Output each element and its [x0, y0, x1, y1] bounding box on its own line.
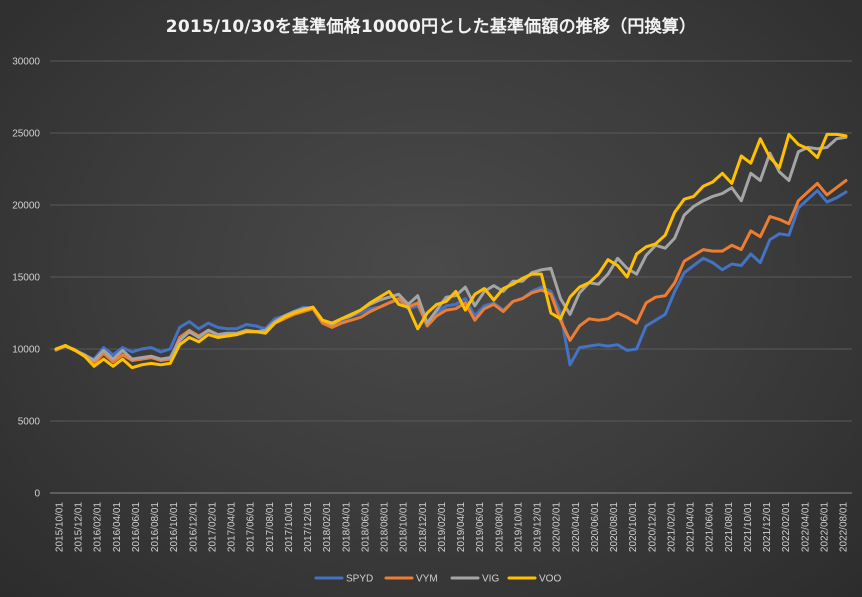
x-tick-label: 2018/10/01 — [399, 502, 410, 552]
y-tick-label: 25000 — [12, 129, 40, 140]
x-tick-label: 2016/04/01 — [112, 502, 123, 552]
x-tick-label: 2020/10/01 — [628, 502, 639, 552]
x-tick-label: 2022/08/01 — [839, 502, 850, 552]
x-tick-label: 2021/10/01 — [743, 502, 754, 552]
x-tick-label: 2021/08/01 — [724, 502, 735, 552]
x-tick-label: 2017/08/01 — [265, 502, 276, 552]
x-tick-label: 2022/02/01 — [781, 502, 792, 552]
legend-label: VIG — [482, 574, 499, 585]
x-tick-label: 2019/02/01 — [437, 502, 448, 552]
y-tick-label: 15000 — [12, 273, 40, 284]
y-tick-label: 30000 — [12, 57, 40, 68]
x-tick-label: 2017/06/01 — [246, 502, 257, 552]
legend[interactable]: SPYD VYM VIG VOO — [314, 574, 561, 585]
legend-item-spyd[interactable]: SPYD — [314, 574, 373, 585]
legend-label: VOO — [539, 574, 561, 585]
legend-item-vig[interactable]: VIG — [450, 574, 499, 585]
gridlines — [50, 60, 852, 494]
legend-label: SPYD — [346, 574, 373, 585]
x-tick-label: 2021/06/01 — [705, 502, 716, 552]
x-tick-label: 2021/02/01 — [666, 502, 677, 552]
y-tick-label: 20000 — [12, 201, 40, 212]
x-tick-label: 2019/06/01 — [475, 502, 486, 552]
x-tick-label: 2020/06/01 — [590, 502, 601, 552]
x-tick-label: 2017/04/01 — [227, 502, 238, 552]
x-tick-label: 2016/10/01 — [169, 502, 180, 552]
x-tick-label: 2015/10/01 — [55, 502, 66, 552]
x-tick-label: 2020/12/01 — [647, 502, 658, 552]
x-tick-label: 2016/12/01 — [188, 502, 199, 552]
y-tick-label: 10000 — [12, 345, 40, 356]
y-tick-label: 0 — [34, 489, 40, 500]
x-tick-label: 2021/12/01 — [762, 502, 773, 552]
x-tick-label: 2020/04/01 — [571, 502, 582, 552]
x-tick-label: 2017/12/01 — [303, 502, 314, 552]
chart-title: 2015/10/30を基準価格10000円とした基準価額の推移（円換算） — [165, 17, 697, 37]
x-tick-label: 2018/06/01 — [360, 502, 371, 552]
x-tick-label: 2017/10/01 — [284, 502, 295, 552]
x-tick-label: 2016/02/01 — [93, 502, 104, 552]
x-tick-label: 2018/12/01 — [418, 502, 429, 552]
x-tick-label: 2016/08/01 — [150, 502, 161, 552]
x-tick-label: 2019/10/01 — [513, 502, 524, 552]
series-line-spyd — [54, 189, 848, 367]
x-tick-label: 2022/04/01 — [800, 502, 811, 552]
x-tick-label: 2018/04/01 — [341, 502, 352, 552]
y-axis: 0 5000 10000 15000 20000 25000 30000 — [12, 57, 40, 500]
legend-label: VYM — [416, 574, 438, 585]
legend-item-vym[interactable]: VYM — [384, 574, 438, 585]
x-tick-label: 2020/02/01 — [552, 502, 563, 552]
legend-item-voo[interactable]: VOO — [507, 574, 561, 585]
x-tick-label: 2019/12/01 — [533, 502, 544, 552]
series-line-voo — [54, 132, 848, 370]
x-tick-label: 2016/06/01 — [131, 502, 142, 552]
x-tick-label: 2018/08/01 — [380, 502, 391, 552]
series-lines — [54, 132, 848, 370]
y-tick-label: 5000 — [18, 417, 41, 428]
x-tick-label: 2022/06/01 — [819, 502, 830, 552]
x-tick-label: 2019/04/01 — [456, 502, 467, 552]
x-tick-label: 2021/04/01 — [686, 502, 697, 552]
x-tick-label: 2015/12/01 — [74, 502, 85, 552]
x-tick-label: 2018/02/01 — [322, 502, 333, 552]
x-axis: 2015/10/01 2015/12/01 2016/02/01 2016/04/01… — [55, 502, 850, 552]
x-tick-label: 2017/02/01 — [207, 502, 218, 552]
x-tick-label: 2019/08/01 — [494, 502, 505, 552]
x-tick-label: 2020/08/01 — [609, 502, 620, 552]
